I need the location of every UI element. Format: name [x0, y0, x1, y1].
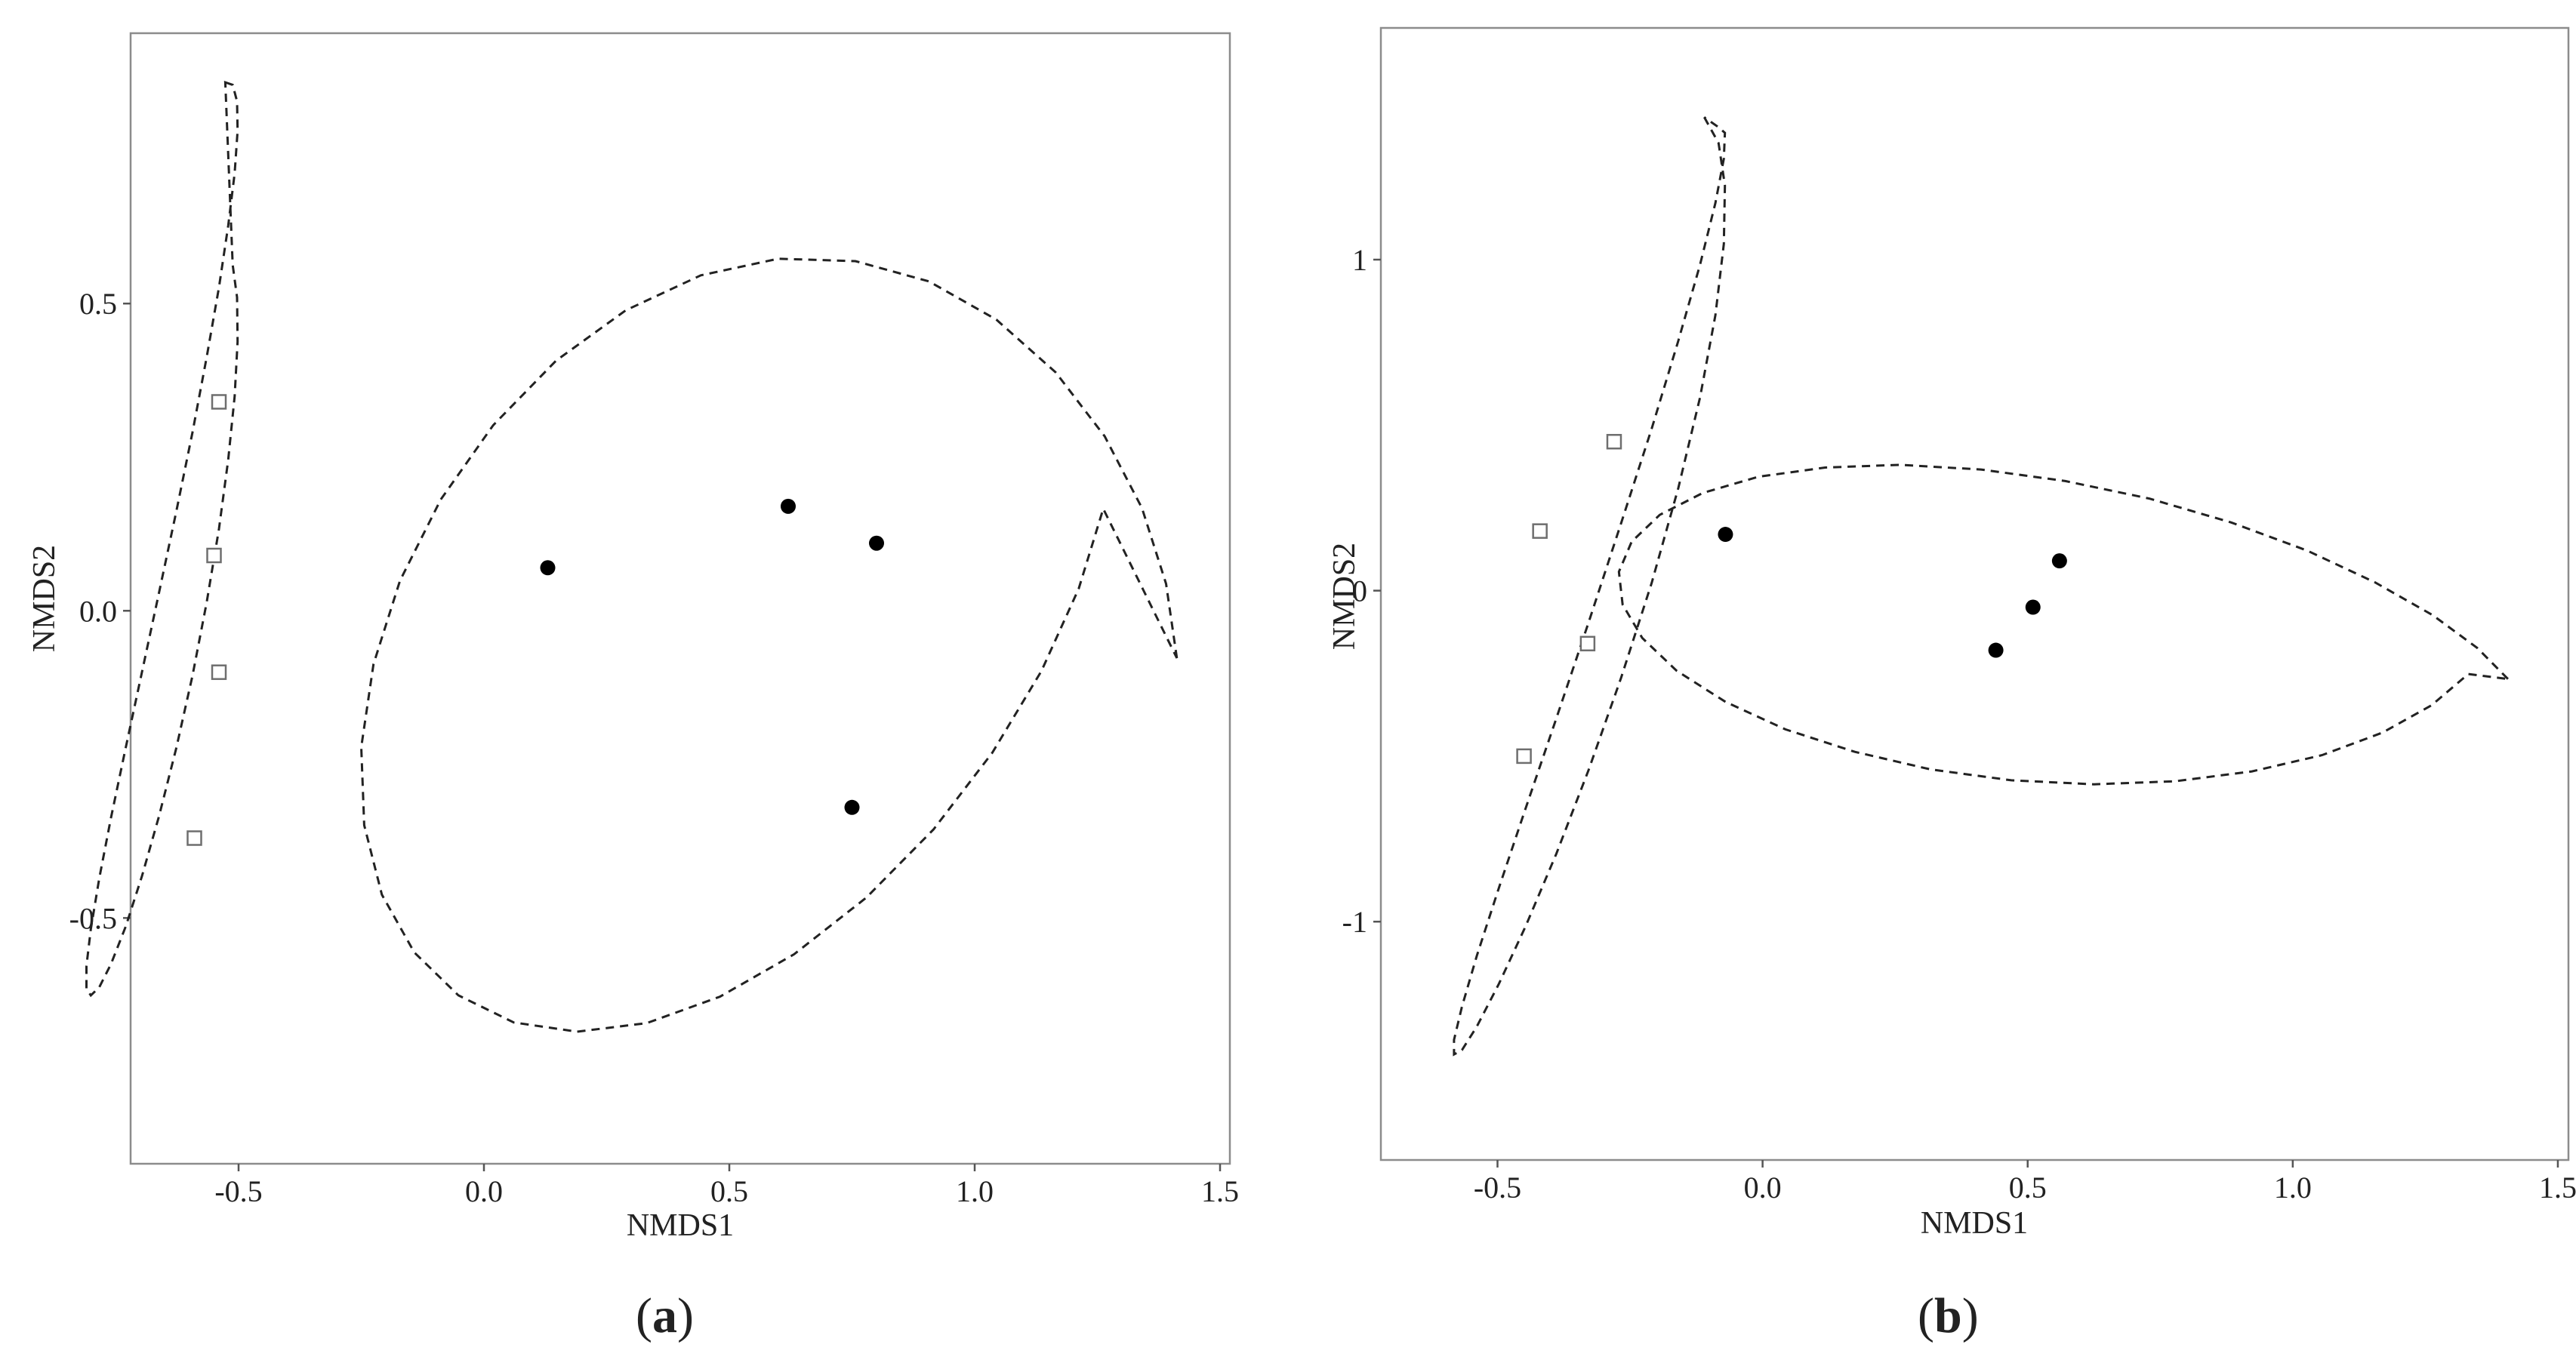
x-tick-label-b: 0.5 [2009, 1171, 2047, 1205]
x-tick-label-b: -0.5 [1474, 1171, 1521, 1205]
x-axis-label-a: NMDS1 [627, 1208, 734, 1243]
ellipses-b [1453, 116, 2512, 1057]
y-tick-label-a: -0.5 [69, 901, 117, 935]
open-square-point-a [206, 547, 222, 564]
panel-letter-a: a [652, 1288, 677, 1343]
y-axis-label-b: NMDS2 [1327, 543, 1362, 650]
confidence-ellipse-b-2 [1617, 463, 2512, 786]
x-tick-label-b: 1.5 [2539, 1171, 2576, 1205]
x-tick-label-a: 1.0 [956, 1174, 994, 1208]
filled-circle-point-b [2025, 599, 2041, 615]
filled-circle-point-b [1988, 642, 2004, 658]
open-square-point-b [1579, 635, 1596, 652]
y-tick-label-b: 0 [1352, 574, 1367, 608]
x-axis-a: -0.5 0.0 0.5 1.0 1.5 [214, 1164, 1239, 1208]
open-square-point-a [211, 394, 227, 410]
confidence-ellipse-a-2 [359, 257, 1179, 1033]
y-axis-a: -0.5 0.0 0.5 [69, 287, 131, 935]
open-square-point-a [186, 830, 202, 846]
open-square-point-b [1516, 748, 1532, 765]
y-tick-label-a: 0.0 [79, 594, 117, 628]
open-square-point-b [1532, 523, 1548, 539]
panel-a: -0.5 0.0 0.5 1.0 1.5 -0.50.00.5 NMDS1 NMDS2 … [27, 32, 1239, 1343]
y-axis-b: -1 0 1 [1342, 243, 1381, 939]
x-axis-label-b: NMDS1 [1921, 1206, 2028, 1241]
panel-label-b: (b) [1918, 1288, 1979, 1343]
y-tick-label-b: -1 [1342, 905, 1367, 939]
filled-circle-point-a [540, 560, 556, 576]
filled-circle-point-a [869, 535, 884, 551]
filled-circle-point-b [2051, 553, 2067, 569]
x-tick-label-a: -0.5 [214, 1174, 262, 1208]
x-tick-label-a: 1.5 [1201, 1174, 1239, 1208]
panel-letter-b: b [1934, 1288, 1962, 1343]
y-tick-label-b: 1 [1352, 243, 1367, 277]
x-axis-b: -0.5 0.0 0.5 1.0 1.5 [1474, 1160, 2576, 1205]
points-a [186, 394, 884, 846]
plot-frame-a [129, 32, 1231, 1165]
x-tick-label-b: 0.0 [1744, 1171, 1782, 1205]
panel-label-a: (a) [636, 1288, 694, 1343]
filled-circle-point-b [1718, 527, 1733, 543]
ellipses-a [85, 80, 1179, 1033]
panel-b: -0.5 0.0 0.5 1.0 1.5 -1 0 1 NMDS1 NMDS2 (b) [1327, 26, 2576, 1343]
confidence-ellipse-b-1 [1453, 116, 1727, 1057]
filled-circle-point-a [781, 498, 796, 514]
y-axis-label-a: NMDS2 [27, 545, 62, 652]
confidence-ellipse-a-1 [85, 80, 239, 998]
points-b [1516, 433, 2067, 765]
y-tick-label-a: 0.5 [79, 287, 117, 321]
x-tick-label-b: 1.0 [2274, 1171, 2312, 1205]
plot-frame-b [1379, 26, 2570, 1161]
open-square-point-a [211, 664, 227, 680]
filled-circle-point-a [844, 799, 860, 815]
x-tick-label-a: 0.0 [465, 1174, 503, 1208]
open-square-point-b [1606, 433, 1622, 450]
x-tick-label-a: 0.5 [710, 1174, 748, 1208]
